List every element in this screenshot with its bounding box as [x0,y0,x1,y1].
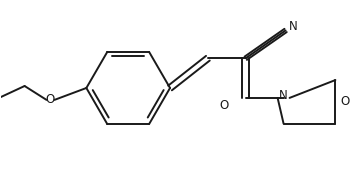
Text: N: N [289,20,298,33]
Text: O: O [341,95,350,108]
Text: N: N [279,89,288,102]
Text: O: O [219,99,228,112]
Text: O: O [45,93,54,106]
